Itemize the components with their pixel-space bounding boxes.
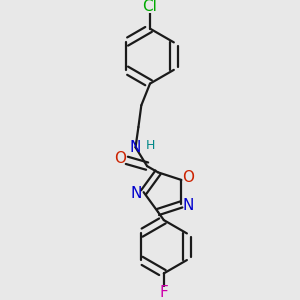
- Text: F: F: [159, 285, 168, 300]
- Text: H: H: [146, 140, 155, 152]
- Text: O: O: [115, 152, 127, 166]
- Text: Cl: Cl: [142, 0, 158, 14]
- Text: O: O: [183, 170, 195, 185]
- Text: N: N: [131, 186, 142, 201]
- Text: N: N: [130, 140, 141, 155]
- Text: N: N: [183, 198, 194, 213]
